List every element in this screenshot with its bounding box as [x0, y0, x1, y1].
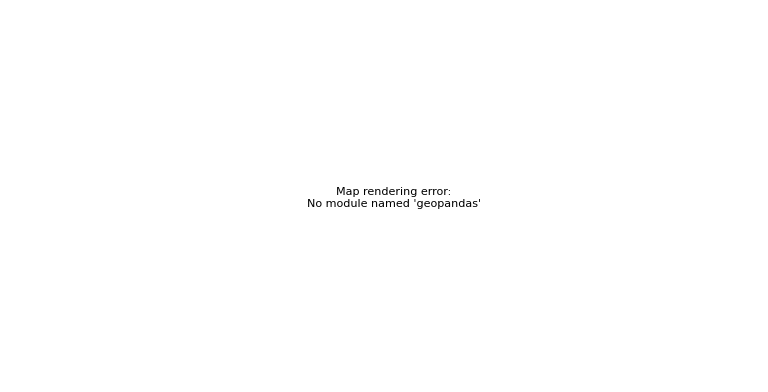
Text: Map rendering error:
No module named 'geopandas': Map rendering error: No module named 'ge…	[306, 187, 481, 209]
